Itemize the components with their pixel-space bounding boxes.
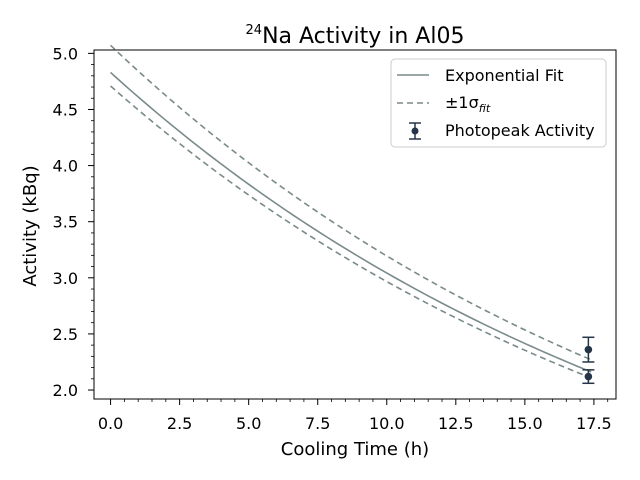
y-tick-label-5: 4.5 [53,100,78,119]
x-axis: 0.0 2.5 5.0 7.5 10.0 12.5 15.0 17.5 [98,399,612,433]
legend: Exponential Fit ±1σfit Photopeak Activit… [390,58,607,148]
x-tick-label-6: 15.0 [507,414,543,433]
legend-band-label: ±1σfit [445,93,491,115]
x-tick-label-3: 7.5 [305,414,330,433]
y-tick-label-6: 5.0 [53,44,78,63]
chart-title-superscript: 24 [246,23,263,38]
x-tick-label-7: 17.5 [576,414,612,433]
fit-upper-sigma-line [110,44,592,361]
y-tick-label-4: 4.0 [53,157,78,176]
x-tick-label-5: 12.5 [438,414,474,433]
x-axis-label: Cooling Time (h) [281,439,429,460]
y-tick-label-1: 2.5 [53,325,78,344]
legend-points-label: Photopeak Activity [445,121,595,140]
plot-marks [110,44,595,385]
legend-band-prefix: ±1σ [445,93,479,112]
fit-lower-sigma-line [110,85,592,379]
plot-frame [93,49,617,400]
y-tick-label-3: 3.5 [53,213,78,232]
y-tick-label-0: 2.0 [53,381,78,400]
legend-band-subscript: fit [479,102,491,115]
x-tick-label-4: 10.0 [369,414,405,433]
y-axis-label: Activity (kBq) [20,165,41,286]
chart-title: 24Na Activity in Al05 [246,23,465,49]
legend-points-swatch [409,122,421,140]
y-tick-label-2: 3.0 [53,269,78,288]
legend-box [390,58,607,148]
x-tick-label-2: 5.0 [236,414,261,433]
y-axis: 2.0 2.5 3.0 3.5 4.0 4.5 5.0 [53,44,94,400]
chart-title-text: Na Activity in Al05 [262,24,464,49]
data-point-0-0 [584,345,593,354]
x-tick-label-0: 0.0 [98,414,123,433]
data-point-0-1 [584,372,593,381]
legend-fit-label: Exponential Fit [445,66,563,85]
fit-line [110,71,592,373]
x-tick-label-1: 2.5 [167,414,192,433]
